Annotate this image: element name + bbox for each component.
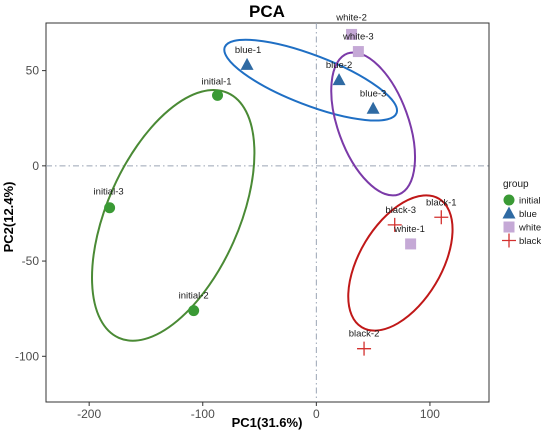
reference-lines (46, 23, 489, 402)
x-axis: -200 -100 0 100 (77, 402, 440, 421)
point-initial-1 (212, 89, 224, 101)
point-label-initial-2: initial-2 (179, 291, 209, 302)
point-black-2 (357, 341, 372, 356)
point-label-white-1: white-1 (393, 224, 425, 235)
y-axis: -100 -50 0 50 (15, 64, 46, 363)
point-initial-2 (188, 305, 200, 317)
legend-title: group (503, 179, 529, 190)
x-tick-label: 100 (420, 407, 440, 421)
point-labels: initial-1 initial-2 initial-3 blue-1 blue-2 b… (94, 12, 457, 339)
ellipse-blue (223, 38, 399, 122)
point-label-black-3: black-3 (385, 205, 416, 216)
legend-key-initial (503, 194, 515, 206)
point-blue-2 (332, 73, 346, 86)
x-tick-label: 0 (313, 407, 320, 421)
point-label-blue-2: blue-2 (326, 60, 352, 71)
point-blue-3 (366, 101, 380, 114)
legend-key-black (502, 233, 516, 248)
legend-key-white (503, 221, 515, 233)
x-tick-label: -100 (191, 407, 215, 421)
legend: group initial blue white black (502, 179, 541, 248)
point-label-white-2: white-2 (335, 12, 367, 23)
point-black-1 (434, 210, 449, 225)
legend-label-black: black (519, 236, 541, 247)
ellipse-white (330, 51, 416, 197)
y-tick-label: -50 (22, 254, 40, 268)
point-label-blue-1: blue-1 (235, 45, 261, 56)
x-axis-label: PC1(31.6%) (232, 415, 303, 430)
ellipse-initial (91, 89, 256, 342)
ellipse-black (347, 194, 454, 332)
y-tick-label: -100 (15, 349, 39, 363)
confidence-ellipses (91, 38, 454, 342)
point-label-black-2: black-2 (349, 329, 380, 340)
data-points (104, 28, 449, 356)
point-initial-3 (104, 202, 116, 214)
y-tick-label: 0 (32, 159, 39, 173)
legend-label-blue: blue (519, 209, 537, 220)
point-label-initial-1: initial-1 (201, 76, 231, 87)
point-label-blue-3: blue-3 (360, 89, 386, 100)
point-white-3 (352, 46, 364, 58)
legend-label-initial: initial (519, 196, 541, 207)
y-axis-label: PC2(12.4%) (1, 182, 16, 253)
plot-frame (45, 22, 490, 403)
point-white-2 (346, 28, 358, 40)
point-label-white-3: white-3 (342, 32, 374, 43)
y-tick-label: 50 (26, 64, 40, 78)
legend-label-white: white (518, 223, 541, 234)
point-label-black-1: black-1 (426, 197, 457, 208)
x-tick-label: -200 (77, 407, 101, 421)
chart-title: PCA (249, 2, 285, 21)
point-black-3 (387, 217, 402, 232)
legend-key-blue (502, 206, 516, 219)
point-white-1 (405, 238, 417, 250)
point-blue-1 (240, 57, 254, 70)
point-label-initial-3: initial-3 (94, 187, 124, 198)
